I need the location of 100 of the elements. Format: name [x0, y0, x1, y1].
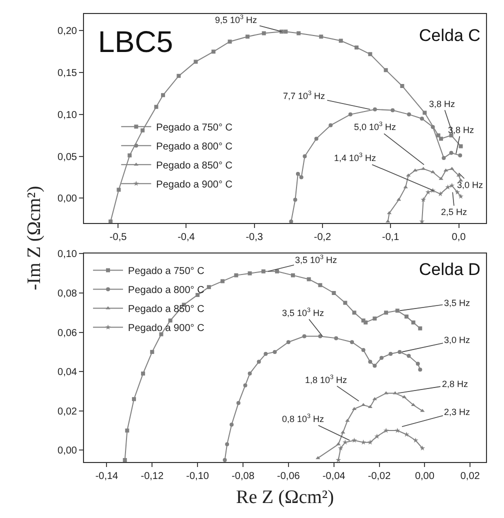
point: [336, 457, 342, 462]
point: [176, 74, 181, 78]
point: [388, 352, 393, 356]
point: [336, 442, 341, 446]
point: [289, 220, 294, 224]
point: [361, 348, 366, 352]
point: [411, 403, 416, 406]
y-tick-label: 0,20: [58, 26, 78, 38]
x-tick-label: -0,02: [368, 471, 392, 482]
point: [368, 52, 372, 56]
y-tick-label: 0,10: [58, 110, 78, 121]
point: [411, 320, 416, 324]
y-tick-label: 0,02: [58, 406, 78, 418]
x-tick-label: -0,4: [178, 232, 196, 244]
point: [374, 434, 380, 439]
point: [272, 350, 277, 354]
annotation: 1,4 10$^{3}$ Hz: [334, 152, 377, 163]
y-tick-label: 0,08: [58, 288, 78, 300]
point: [132, 397, 136, 402]
annotation: 7,7 10$^{3}$ Hz: [283, 90, 326, 101]
point: [383, 428, 389, 433]
point: [243, 383, 248, 388]
point: [228, 40, 232, 44]
y-tick-label: 0,15: [58, 68, 78, 80]
point: [314, 136, 318, 141]
point: [286, 340, 290, 344]
point: [430, 124, 435, 129]
x-tick-label: -0,06: [277, 471, 300, 482]
point: [352, 438, 357, 443]
point: [418, 326, 422, 330]
point: [108, 220, 113, 224]
point: [206, 285, 211, 290]
point: [296, 172, 300, 176]
point: [306, 277, 311, 282]
point: [318, 283, 322, 288]
point: [384, 310, 388, 315]
point: [168, 318, 172, 322]
point: [290, 273, 295, 278]
point: [128, 153, 132, 158]
point: [299, 175, 304, 180]
point: [368, 360, 372, 364]
point: [458, 194, 464, 199]
point: [275, 269, 280, 274]
point: [449, 182, 455, 188]
y-tick-label: 0,06: [58, 328, 78, 339]
annotation: 3,5 10$^{3}$ Hz: [295, 254, 338, 265]
annotation: 2,5 Hz: [441, 207, 468, 217]
point: [125, 428, 130, 433]
annotation: 2,3 Hz: [444, 407, 471, 417]
point: [420, 408, 425, 412]
point: [220, 279, 225, 284]
point: [154, 104, 158, 109]
point: [352, 310, 356, 315]
point: [449, 150, 454, 155]
point: [350, 340, 354, 344]
point: [225, 442, 230, 446]
point: [445, 184, 450, 190]
x-tick-label: -0,04: [322, 471, 346, 482]
point: [420, 445, 426, 451]
point: [398, 350, 402, 354]
point: [318, 334, 322, 338]
point: [234, 273, 238, 278]
point: [248, 372, 252, 376]
point: [390, 108, 395, 112]
point: [458, 153, 462, 158]
point: [340, 430, 346, 434]
point: [454, 189, 460, 195]
point: [319, 34, 324, 39]
point: [140, 128, 145, 132]
x-tick-label: 0,02: [460, 471, 480, 482]
x-tick-label: -0,14: [95, 471, 119, 482]
point: [264, 352, 268, 356]
annotation: 9,5 10$^{3}$ Hz: [215, 14, 258, 25]
point: [438, 176, 444, 180]
point: [412, 168, 418, 172]
x-tick-label: -0,08: [232, 471, 255, 482]
point: [262, 31, 266, 36]
annotation: 0,8 10$^{3}$ Hz: [282, 413, 325, 424]
point: [246, 34, 250, 39]
x-tick-label: -0,3: [246, 232, 264, 244]
legend-label: Pegado a 800° C: [156, 142, 232, 153]
point: [328, 123, 333, 128]
point: [256, 360, 261, 364]
point: [404, 314, 409, 319]
point: [211, 50, 216, 54]
y-axis-title: -Im Z (Ωcm²): [24, 186, 46, 290]
point: [412, 438, 418, 443]
point: [394, 428, 400, 433]
point: [372, 316, 377, 321]
point: [380, 356, 384, 360]
point: [316, 456, 320, 460]
legend-label: Pegado a 850° C: [156, 160, 232, 172]
point: [296, 31, 301, 36]
point: [407, 112, 412, 116]
x-tick-label: -0,5: [109, 232, 128, 244]
point: [150, 350, 154, 354]
annotation: Celda D: [419, 260, 480, 279]
point: [354, 45, 359, 50]
y-tick-label: 0,04: [58, 367, 78, 378]
x-axis-title: Re Z (Ωcm²): [236, 486, 334, 508]
